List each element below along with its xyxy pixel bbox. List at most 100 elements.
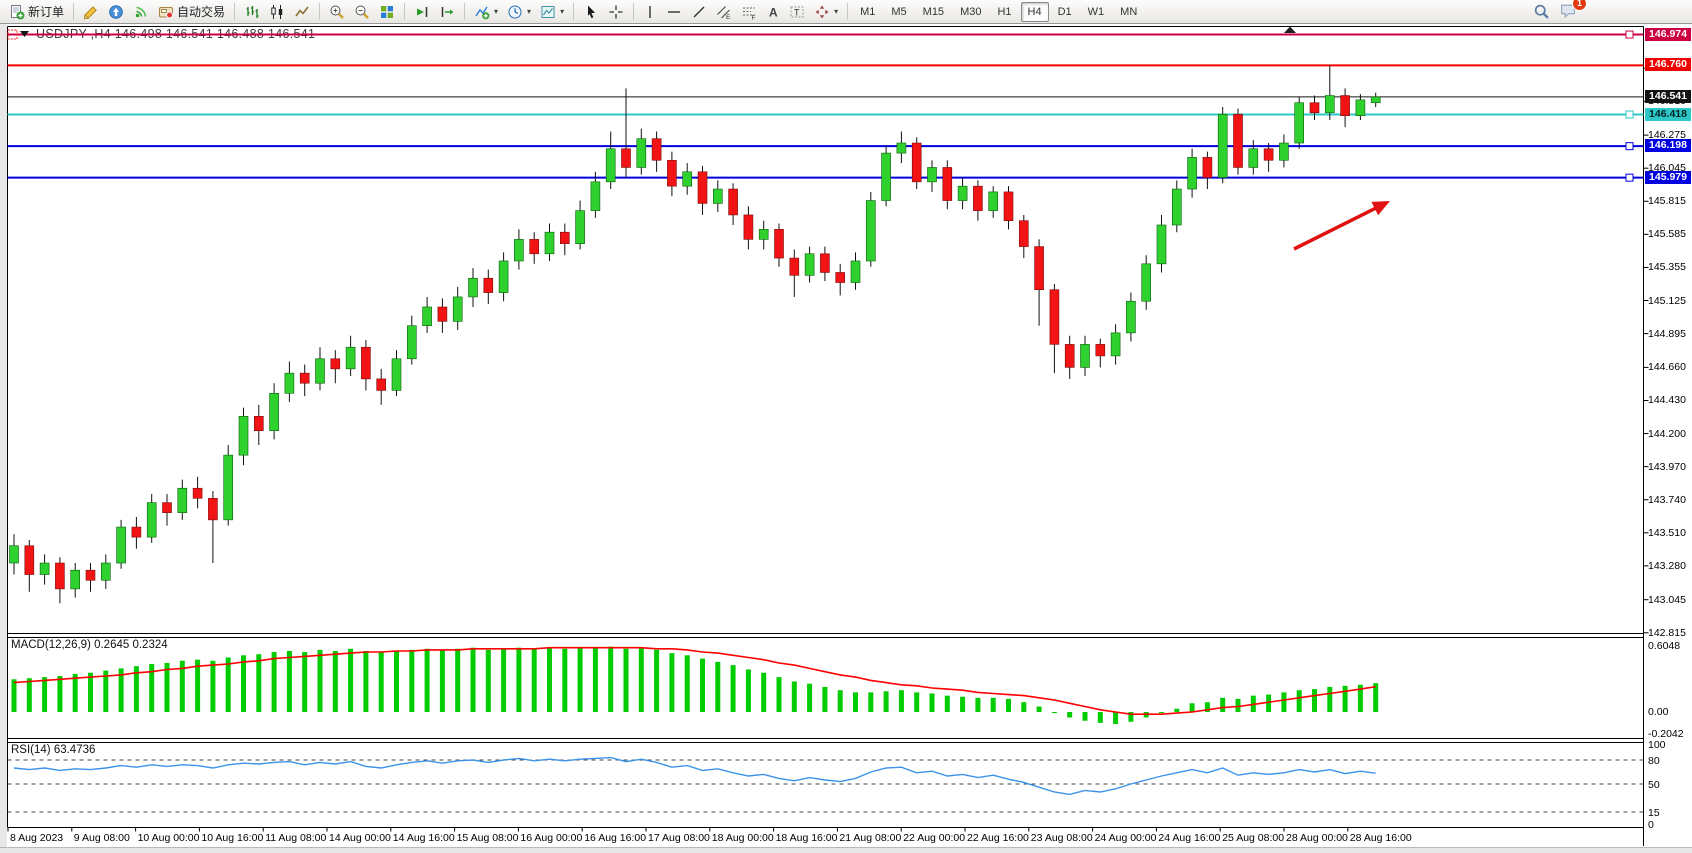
rsi-axis-label: 50	[1648, 779, 1660, 791]
time-axis-label: 24 Aug 00:00	[1094, 832, 1157, 844]
time-axis-label: 16 Aug 00:00	[520, 832, 583, 844]
trend-arrow-shaft	[1293, 205, 1380, 251]
template-icon	[540, 4, 556, 20]
window-bottom-edge	[0, 847, 1692, 853]
time-axis-label: 16 Aug 16:00	[584, 832, 647, 844]
cursor-icon	[583, 4, 599, 20]
timeframe-group: M1 M5 M15 M30 H1 H4 D1 W1 MN	[853, 1, 1144, 22]
signals-button[interactable]	[129, 1, 153, 22]
time-axis-label: 8 Aug 2023	[10, 832, 64, 844]
text-tool-button[interactable]: A	[762, 1, 784, 22]
window-left-edge	[0, 24, 7, 853]
price-tick-label: 145.585	[1648, 228, 1686, 241]
toolbar-separator	[319, 3, 321, 20]
horizontal-line-icon	[666, 4, 682, 20]
text-label-tool-button[interactable]: T	[785, 1, 809, 22]
timeframe-button-h4[interactable]: H4	[1020, 1, 1049, 22]
price-tick-label: 143.740	[1648, 493, 1686, 506]
timeframe-button-h1[interactable]: H1	[990, 2, 1018, 22]
macd-axis-label: -0.2042	[1648, 728, 1684, 741]
time-axis-label: 10 Aug 16:00	[201, 832, 264, 844]
new-order-button[interactable]: 新订单	[5, 1, 68, 22]
channel-tool-button[interactable]: E	[712, 1, 736, 22]
price-tick-label: 145.815	[1648, 195, 1686, 208]
timeframe-button-m15[interactable]: M15	[916, 2, 951, 22]
tile-windows-icon	[379, 4, 395, 20]
bar-chart-mode-button[interactable]	[240, 1, 264, 22]
timeframe-button-m1[interactable]: M1	[853, 2, 882, 22]
candlestick-mode-button[interactable]	[265, 1, 289, 22]
time-axis-label: 25 Aug 08:00	[1222, 832, 1285, 844]
auto-scroll-icon	[414, 4, 430, 20]
vertical-line-icon	[643, 4, 657, 20]
zoom-out-button[interactable]	[350, 1, 374, 22]
time-axis-label: 14 Aug 16:00	[392, 832, 455, 844]
signals-icon	[133, 4, 149, 20]
fibonacci-tool-button[interactable]: F	[737, 1, 761, 22]
horizontal-line-tool-button[interactable]	[662, 1, 686, 22]
time-axis-label: 11 Aug 08:00	[265, 832, 327, 844]
price-line-badge: 146.198	[1645, 139, 1691, 153]
time-axis-label: 18 Aug 16:00	[775, 832, 838, 844]
rsi-line	[13, 756, 1376, 796]
auto-trading-button[interactable]: 自动交易	[154, 1, 229, 22]
toolbar-separator	[464, 3, 466, 20]
time-axis-label: 18 Aug 00:00	[711, 832, 774, 844]
indicators-dropdown-button[interactable]: ▾	[470, 1, 502, 22]
price-line-badge: 146.760	[1645, 58, 1691, 72]
trend-arrow-head	[1371, 201, 1390, 216]
price-tick-label: 142.815	[1648, 626, 1686, 639]
rsi-axis-label: 80	[1648, 755, 1660, 767]
toolbar-separator	[234, 3, 236, 20]
timeframe-button-mn[interactable]: MN	[1113, 2, 1144, 22]
auto-scroll-button[interactable]	[410, 1, 434, 22]
price-tick-label: 143.280	[1648, 559, 1686, 572]
price-tick-label: 144.660	[1648, 361, 1686, 374]
zoom-in-button[interactable]	[325, 1, 349, 22]
rsi-axis-label: 100	[1648, 739, 1666, 751]
time-axis-label: 17 Aug 08:00	[648, 832, 710, 844]
chevron-down-icon: ▾	[834, 7, 839, 16]
new-order-label: 新订单	[28, 5, 65, 19]
vertical-line-tool-button[interactable]	[639, 1, 661, 22]
tile-windows-button[interactable]	[375, 1, 399, 22]
trendline-icon	[691, 4, 707, 20]
trendline-tool-button[interactable]	[687, 1, 711, 22]
search-icon	[1533, 3, 1550, 20]
templates-dropdown-button[interactable]: ▾	[536, 1, 568, 22]
chevron-down-icon: ▾	[527, 7, 532, 16]
macd-signal-line	[13, 646, 1376, 716]
arrows-tool-button[interactable]: ▾	[810, 1, 842, 22]
timeframe-button-d1[interactable]: D1	[1051, 2, 1079, 22]
publish-icon	[108, 4, 124, 20]
auto-trading-icon	[158, 4, 174, 20]
price-tick-label: 143.970	[1648, 460, 1686, 473]
macd-axis-label: 0.00	[1648, 706, 1669, 718]
search-button[interactable]	[1529, 1, 1554, 22]
time-axis[interactable]: 8 Aug 2023 9 Aug 08:00 10 Aug 00:00 10 Aug …	[0, 0, 1643, 853]
macd-histogram	[11, 646, 1379, 724]
price-tick-label: 145.125	[1648, 294, 1686, 307]
toolbar-separator	[73, 3, 75, 20]
timeframe-button-m5[interactable]: M5	[884, 2, 913, 22]
line-chart-mode-button[interactable]	[290, 1, 314, 22]
price-tick-label: 144.200	[1648, 427, 1686, 440]
timeframe-button-w1[interactable]: W1	[1081, 2, 1112, 22]
notification-badge[interactable]: 1	[1572, 0, 1587, 11]
line-handle	[1625, 142, 1634, 151]
chart-shift-button[interactable]	[435, 1, 459, 22]
time-axis-label: 21 Aug 08:00	[839, 832, 902, 844]
timeframe-button-m30[interactable]: M30	[953, 2, 988, 22]
periods-dropdown-button[interactable]: ▾	[503, 1, 535, 22]
svg-text:T: T	[794, 7, 800, 17]
auto-trading-label: 自动交易	[177, 5, 226, 19]
cursor-tool-button[interactable]	[579, 1, 603, 22]
crosshair-tool-button[interactable]	[604, 1, 628, 22]
crayon-button[interactable]	[79, 1, 103, 22]
price-axis[interactable]: 146.740146.510146.275146.045145.815145.5…	[1645, 0, 1692, 853]
publish-button[interactable]	[104, 1, 128, 22]
rsi-label: RSI(14) 63.4736	[11, 744, 96, 756]
new-order-icon	[9, 4, 25, 20]
crosshair-icon	[608, 4, 624, 20]
